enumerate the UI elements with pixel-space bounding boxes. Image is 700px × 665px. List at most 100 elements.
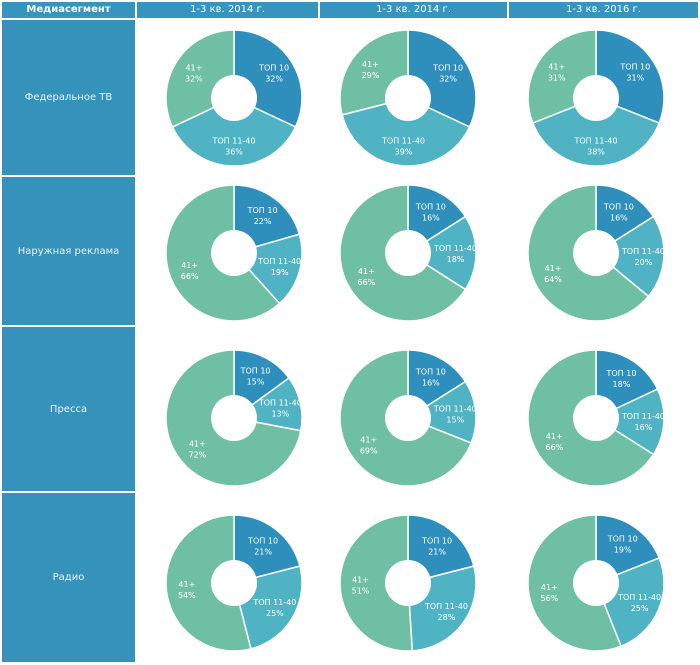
slice-name-label: ТОП 10 [258,64,289,73]
donut-slice [165,514,252,652]
slice-name-label: ТОП 10 [240,367,271,376]
slice-name-label: 41+ [545,264,562,273]
slice-name-label: ТОП 11-40 [621,412,665,421]
donut-hole [573,395,619,441]
slice-name-label: ТОП 11-40 [252,598,296,607]
slice-name-label: ТОП 10 [247,536,278,545]
donut-slice [171,97,297,167]
slice-name-label: ТОП 10 [432,64,463,73]
row-label-press: Пресса [2,327,135,491]
donut-hole [211,75,257,121]
slice-name-label: 41+ [358,267,375,276]
row-label-federal-tv: Федеральное ТВ [2,20,135,175]
slice-name-label: 41+ [178,580,195,589]
header-mediasegment: Медиасегмент [2,2,135,18]
donut-hole [573,230,619,276]
slice-value-label: 13% [271,410,289,419]
donut-hole [385,75,431,121]
donut-hole [211,560,257,606]
slice-value-label: 69% [360,447,378,456]
slice-name-label: ТОП 11-40 [257,257,301,266]
slice-value-label: 64% [544,275,562,284]
slice-name-label: 41+ [548,62,565,71]
slice-value-label: 66% [545,443,563,452]
donut-slice [594,388,665,456]
slice-value-label: 38% [587,148,605,157]
slice-name-label: ТОП 10 [421,536,452,545]
slice-value-label: 20% [635,258,653,267]
donut-chart: ТОП 10 21% ТОП 11-40 25% 41+ 54% [165,514,303,652]
donut-slice [407,514,475,584]
slice-value-label: 16% [610,213,628,222]
donut-hole [211,230,257,276]
row-label-outdoor: Наружная реклама [2,177,135,325]
donut-chart: ТОП 10 32% ТОП 11-40 36% 41+ 32% [165,29,303,167]
donut-chart: ТОП 10 18% ТОП 11-40 16% 41+ 66% [527,349,665,487]
donut-slice [594,215,665,298]
slice-value-label: 15% [446,416,464,425]
donut-slice [233,514,301,584]
slice-name-label: ТОП 11-40 [617,593,661,602]
donut-chart: ТОП 10 19% ТОП 11-40 25% 41+ 56% [527,514,665,652]
slice-name-label: ТОП 10 [619,62,650,71]
slice-value-label: 16% [422,378,440,387]
slice-name-label: 41+ [181,261,198,270]
slice-name-label: 41+ [546,432,563,441]
slice-value-label: 56% [540,594,558,603]
slice-value-label: 19% [271,268,289,277]
donut-chart: ТОП 10 21% ТОП 11-40 28% 41+ 51% [339,514,477,652]
donut-chart: ТОП 10 16% ТОП 11-40 20% 41+ 64% [527,184,665,322]
slice-value-label: 21% [428,547,446,556]
donut-slice [406,380,477,445]
slice-value-label: 22% [254,217,272,226]
donut-hole [385,395,431,441]
slice-value-label: 39% [395,147,413,156]
slice-name-label: 41+ [541,583,558,592]
slice-name-label: ТОП 10 [603,202,634,211]
slice-value-label: 72% [189,450,207,459]
donut-slice [233,184,301,254]
donut-hole [573,560,619,606]
slice-value-label: 28% [438,613,456,622]
donut-slice [595,514,661,585]
slice-value-label: 31% [548,73,566,82]
donut-chart: ТОП 10 15% ТОП 11-40 13% 41+ 72% [165,349,303,487]
slice-value-label: 16% [422,213,440,222]
donut-chart: ТОП 10 16% ТОП 11-40 15% 41+ 69% [339,349,477,487]
slice-name-label: ТОП 11-40 [212,137,256,146]
slice-value-label: 18% [613,380,631,389]
slice-name-label: ТОП 11-40 [574,137,618,146]
slice-value-label: 32% [265,75,283,84]
slice-name-label: ТОП 10 [605,369,636,378]
slice-value-label: 54% [178,591,196,600]
slice-value-label: 36% [225,148,243,157]
row-label-radio: Радио [2,493,135,662]
slice-value-label: 31% [626,73,644,82]
slice-value-label: 32% [439,75,457,84]
donut-hole [385,560,431,606]
slice-name-label: 41+ [360,436,377,445]
donut-chart: ТОП 10 31% ТОП 11-40 38% 41+ 31% [527,29,665,167]
slice-name-label: ТОП 11-40 [381,136,425,145]
donut-hole [211,395,257,441]
slice-value-label: 21% [254,547,272,556]
slice-name-label: 41+ [185,64,202,73]
slice-value-label: 25% [631,604,649,613]
donut-slice [531,97,661,167]
slice-value-label: 29% [362,71,380,80]
slice-name-label: ТОП 11-40 [433,244,477,253]
slice-name-label: 41+ [189,439,206,448]
donut-hole [385,230,431,276]
slice-name-label: ТОП 10 [415,202,446,211]
slice-name-label: ТОП 11-40 [433,405,477,414]
slice-value-label: 32% [185,75,203,84]
slice-name-label: ТОП 11-40 [424,602,468,611]
donut-hole [573,75,619,121]
slice-value-label: 16% [635,423,653,432]
slice-value-label: 66% [181,272,199,281]
slice-value-label: 18% [447,255,465,264]
donut-chart: ТОП 10 16% ТОП 11-40 18% 41+ 66% [339,184,477,322]
donut-chart: ТОП 10 22% ТОП 11-40 19% 41+ 66% [165,184,303,322]
slice-value-label: 51% [352,586,370,595]
